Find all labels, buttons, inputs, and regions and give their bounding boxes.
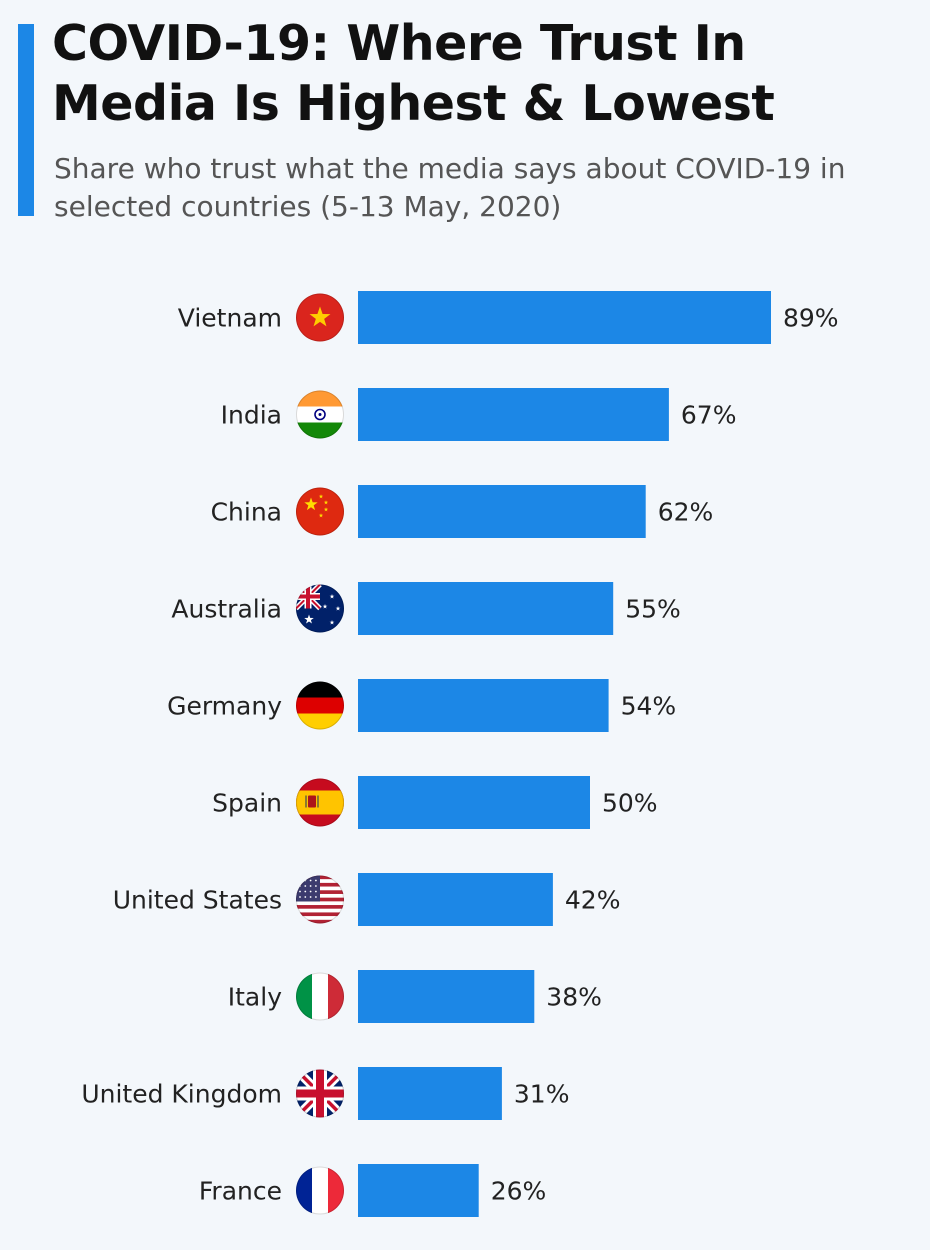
bar-vietnam — [358, 291, 771, 344]
united-kingdom-flag-icon — [296, 1069, 344, 1118]
value-label-australia: 55% — [625, 595, 681, 624]
bar-france — [358, 1164, 479, 1217]
australia-flag-icon — [296, 584, 344, 633]
category-label-vietnam: Vietnam — [178, 304, 282, 333]
value-label-spain: 50% — [602, 789, 658, 818]
value-label-germany: 54% — [621, 692, 677, 721]
chart-title: COVID-19: Where Trust In Media Is Highes… — [52, 15, 775, 132]
vietnam-flag-icon — [296, 293, 344, 342]
united-states-flag-icon — [296, 875, 344, 924]
chart-subtitle: Share who trust what the media says abou… — [54, 152, 846, 223]
bar-united-states — [358, 873, 553, 926]
category-label-united-states: United States — [113, 886, 282, 915]
category-label-australia: Australia — [171, 595, 282, 624]
category-label-china: China — [211, 498, 282, 527]
italy-flag-icon — [296, 972, 344, 1021]
value-label-vietnam: 89% — [783, 304, 839, 333]
bar-germany — [358, 679, 609, 732]
value-label-india: 67% — [681, 401, 737, 430]
india-flag-icon — [296, 390, 344, 439]
title-accent-bar — [18, 24, 34, 216]
value-label-united-states: 42% — [565, 886, 621, 915]
bar-australia — [358, 582, 614, 635]
category-label-france: France — [199, 1177, 282, 1206]
category-label-india: India — [221, 401, 282, 430]
category-label-united-kingdom: United Kingdom — [81, 1080, 282, 1109]
bar-united-kingdom — [358, 1067, 502, 1120]
spain-flag-icon — [296, 778, 344, 827]
category-label-germany: Germany — [167, 692, 282, 721]
germany-flag-icon — [296, 681, 344, 730]
bar-china — [358, 485, 646, 538]
france-flag-icon — [296, 1166, 344, 1215]
value-label-china: 62% — [658, 498, 714, 527]
bar-spain — [358, 776, 590, 829]
value-label-italy: 38% — [546, 983, 602, 1012]
category-label-italy: Italy — [228, 983, 282, 1012]
china-flag-icon — [296, 487, 344, 536]
value-label-united-kingdom: 31% — [514, 1080, 570, 1109]
value-label-france: 26% — [491, 1177, 547, 1206]
bar-italy — [358, 970, 535, 1023]
bar-india — [358, 388, 669, 441]
category-label-spain: Spain — [212, 789, 282, 818]
